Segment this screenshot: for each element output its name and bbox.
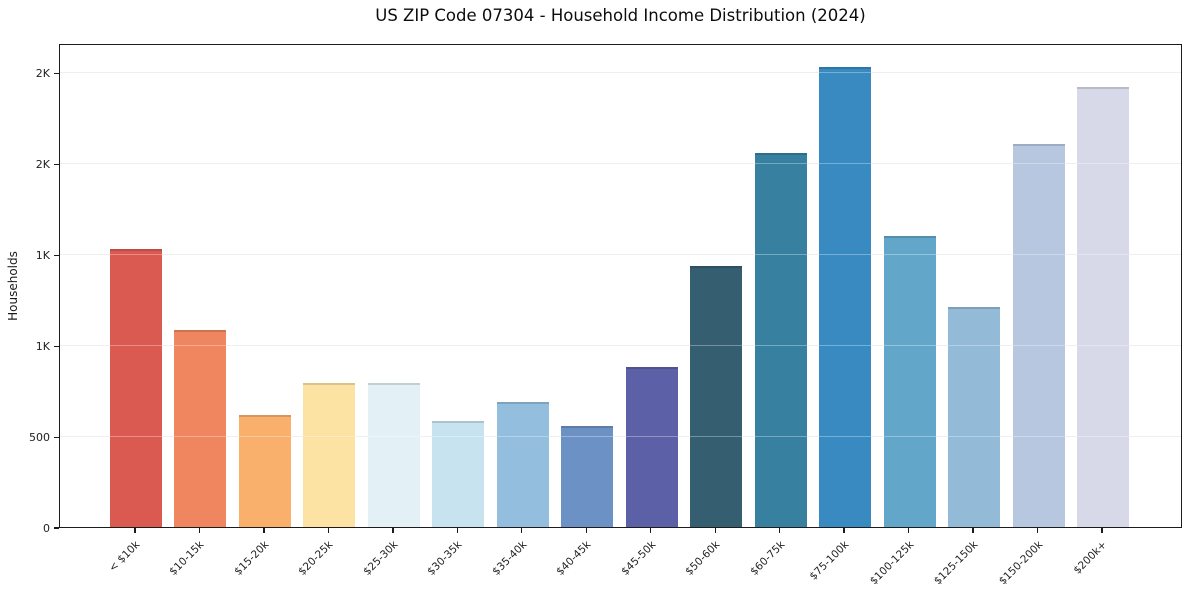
x-tick-label: $15-20k [232, 538, 272, 578]
x-tick-mark [585, 528, 587, 533]
y-tick-label: 2K [35, 67, 50, 81]
bar-12 [819, 67, 872, 527]
bar-13 [883, 236, 936, 527]
y-tick-label: 1K [35, 339, 50, 353]
bar-4 [303, 382, 356, 527]
bar-5 [367, 382, 420, 527]
x-tick-mark [972, 528, 974, 533]
x-tick-mark [1036, 528, 1039, 533]
x-tick-mark [1101, 528, 1103, 533]
x-tick-mark [714, 528, 716, 533]
x-tick-mark [263, 528, 265, 533]
x-tick-mark [907, 528, 910, 533]
y-tick-label: 1K [35, 248, 50, 262]
bar-3 [238, 415, 291, 527]
x-tick-mark [134, 528, 136, 533]
bar-11 [754, 152, 807, 527]
x-tick-mark [650, 528, 652, 533]
gridline [60, 72, 1181, 74]
x-tick-label: $45-50k [618, 538, 658, 578]
x-tick-mark [198, 528, 201, 533]
x-tick-label: $100-125k [867, 538, 916, 588]
x-tick-mark [392, 528, 394, 533]
x-tick-label: $60-75k [747, 538, 787, 578]
y-tick-mark [54, 163, 59, 166]
bar-16 [1077, 87, 1129, 527]
bar-8 [561, 426, 614, 527]
y-tick-label: 0 [43, 521, 50, 535]
bar-15 [1012, 143, 1065, 527]
x-tick-label: $25-30k [361, 538, 401, 578]
gridline [60, 344, 1181, 346]
y-tick-label: 2K [35, 158, 50, 171]
gridline [60, 253, 1181, 255]
bar-7 [496, 401, 549, 527]
bar-9 [625, 367, 678, 527]
x-tick-label: < $10k [106, 538, 143, 575]
bar-2 [174, 329, 227, 527]
gridline [60, 435, 1181, 437]
y-tick-mark [54, 254, 59, 256]
x-tick-label: $40-45k [554, 538, 594, 578]
chart-title: US ZIP Code 07304 - Household Income Dis… [375, 6, 866, 25]
gridline [60, 72, 1181, 74]
y-tick-mark [54, 527, 59, 529]
x-tick-label: $20-25k [296, 538, 336, 578]
x-tick-mark [778, 528, 781, 533]
bar-10 [690, 266, 743, 527]
gridline [60, 344, 1181, 346]
x-tick-mark [521, 528, 523, 533]
gridline [60, 435, 1181, 437]
x-tick-label: $75-100k [807, 538, 852, 583]
x-tick-mark [843, 528, 845, 533]
gridline [60, 253, 1181, 255]
x-tick-label: $200k+ [1071, 538, 1110, 577]
gridline [60, 163, 1181, 165]
x-tick-label: $50-60k [683, 538, 723, 578]
y-axis-label: Households [6, 251, 20, 321]
y-tick-mark [54, 345, 59, 347]
x-tick-label: $30-35k [425, 538, 465, 578]
y-tick-label: 500 [29, 430, 50, 444]
x-tick-label: $35-40k [489, 538, 530, 578]
x-tick-label: $125-150k [931, 538, 981, 588]
bar-1 [110, 248, 162, 527]
y-tick-mark [54, 436, 59, 438]
gridline [60, 163, 1181, 165]
bar-6 [432, 420, 485, 527]
x-tick-mark [456, 528, 459, 533]
x-tick-mark [327, 528, 330, 533]
plot-area [59, 44, 1182, 528]
bar-14 [948, 307, 1001, 527]
x-tick-label: $150-200k [996, 538, 1045, 588]
x-tick-label: $10-15k [167, 538, 207, 578]
y-tick-mark [54, 73, 59, 75]
